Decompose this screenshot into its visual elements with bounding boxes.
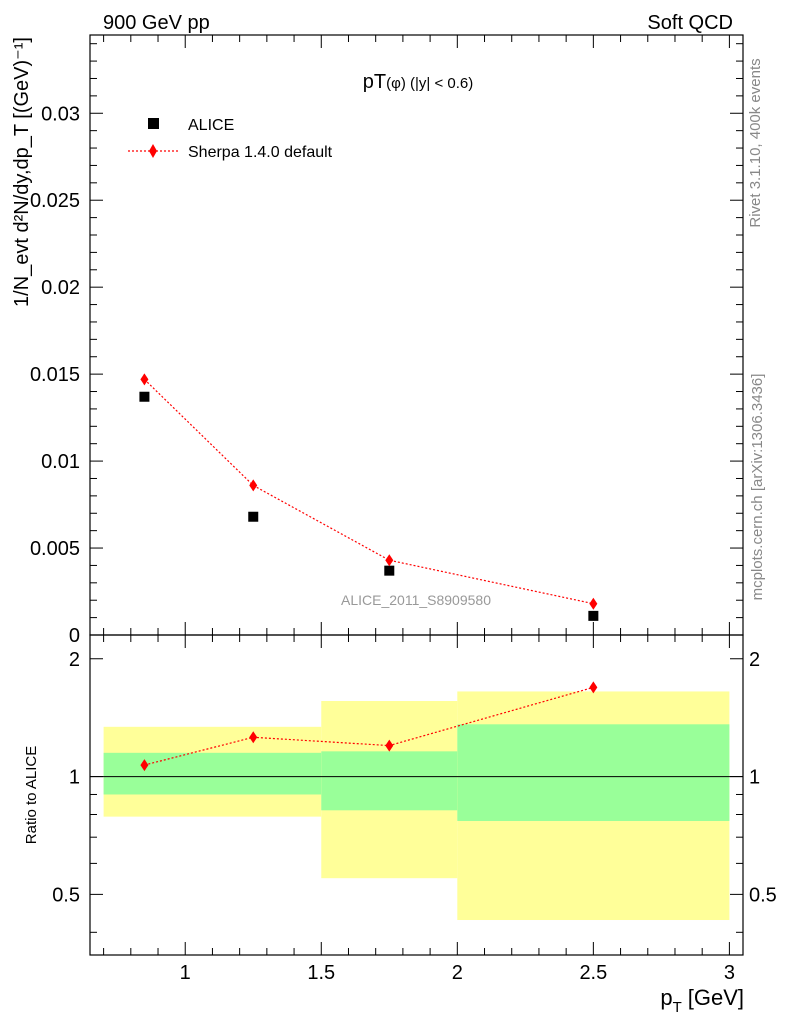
ratio-sherpa-data-point — [589, 681, 598, 694]
sherpa-data-point — [589, 597, 598, 610]
ratio-y-tick-label-right: 2 — [749, 649, 760, 671]
main-panel: pT(φ) (|y| < 0.6) ALICE_2011_S8909580 1/… — [11, 34, 744, 647]
main-y-tick-label: 0.01 — [41, 451, 80, 473]
x-tick-label: 1.5 — [307, 962, 335, 984]
main-y-tick-label: 0.025 — [30, 190, 80, 212]
ratio-y-tick-label-left: 2 — [69, 649, 80, 671]
x-tick-label: 2 — [452, 962, 463, 984]
x-axis-label: pT [GeV] — [660, 985, 744, 1016]
ratio-sherpa-data-point — [385, 739, 394, 752]
alice-data-point — [588, 610, 599, 621]
ratio-y-tick-label-left: 0.5 — [52, 884, 80, 906]
ratio-panel: Ratio to ALICE pT [GeV] 1 1.5 2 2.5 3 0.5 0.5 1 1… — [23, 634, 777, 1016]
rivet-label: Rivet 3.1.10, 400k events — [747, 58, 764, 227]
watermark: ALICE_2011_S8909580 — [341, 592, 491, 608]
legend: ALICE Sherpa 1.4.0 default — [128, 117, 333, 161]
main-y-axis-label: 1/N_evt d²N/dy,dp_T [(GeV)⁻¹] — [11, 37, 33, 307]
header-right: Soft QCD — [647, 12, 733, 34]
legend-sherpa-marker — [149, 144, 157, 158]
x-tick-label: 3 — [724, 962, 735, 984]
sherpa-line — [143, 378, 594, 605]
ratio-frame — [89, 634, 744, 956]
main-title: pT(φ) (|y| < 0.6) — [363, 71, 473, 93]
ratio-y-tick-label-right: 1 — [749, 767, 760, 789]
sherpa-data-point — [385, 554, 394, 567]
legend-alice-marker — [148, 118, 159, 129]
ratio-sherpa-data-point — [249, 731, 258, 744]
alice-data-point — [248, 511, 259, 522]
legend-alice-label: ALICE — [188, 117, 234, 134]
sherpa-data-point — [140, 373, 149, 386]
ratio-sherpa-data-point — [140, 759, 149, 772]
main-y-tick-label: 0.03 — [41, 103, 80, 125]
ratio-y-tick-label-left: 1 — [69, 767, 80, 789]
title-main: pT — [363, 71, 386, 93]
alice-data-point — [384, 565, 395, 576]
main-y-tick-label: 0 — [69, 625, 80, 647]
main-y-tick-label: 0.02 — [41, 277, 80, 299]
legend-sherpa-label: Sherpa 1.4.0 default — [188, 144, 333, 161]
ratio-band-green — [321, 751, 458, 811]
ratio-y-axis-label: Ratio to ALICE — [23, 746, 40, 844]
title-sub: (φ) (|y| < 0.6) — [386, 75, 473, 92]
ratio-y-tick-label-right: 0.5 — [749, 884, 777, 906]
ratio-band-green — [103, 752, 322, 795]
header-left: 900 GeV pp — [103, 12, 210, 34]
sherpa-data-point — [249, 479, 258, 492]
main-y-tick-label: 0.005 — [30, 538, 80, 560]
x-tick-label: 1 — [180, 962, 191, 984]
x-tick-label: 2.5 — [579, 962, 607, 984]
ratio-sherpa-line — [144, 686, 594, 766]
main-y-tick-label: 0.015 — [30, 364, 80, 386]
mcplots-label: mcplots.cern.ch [arXiv:1306.3436] — [749, 374, 766, 601]
alice-data-point — [139, 391, 150, 402]
ratio-band-green — [457, 724, 730, 821]
ratio-bands — [103, 691, 730, 921]
